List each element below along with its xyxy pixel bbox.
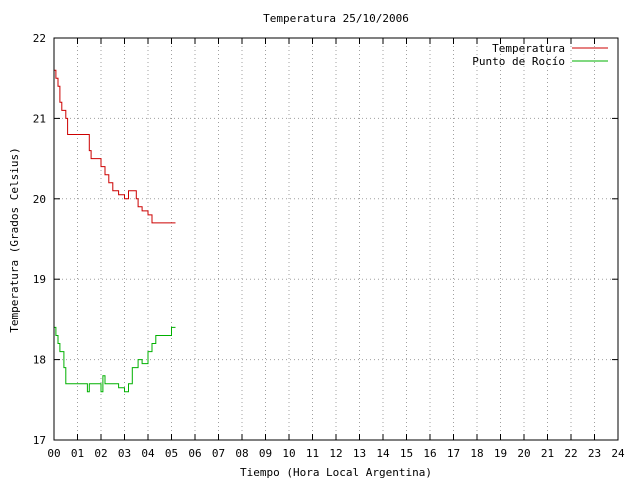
x-tick-label: 13 (353, 447, 366, 460)
x-tick-label: 03 (118, 447, 131, 460)
y-tick-label: 22 (33, 32, 46, 45)
x-axis-label: Tiempo (Hora Local Argentina) (240, 466, 432, 479)
y-axis-label: Temperatura (Grados Celsius) (8, 147, 21, 332)
legend-label: Temperatura (492, 42, 565, 55)
grid-layer (54, 38, 618, 440)
x-tick-label: 18 (470, 447, 483, 460)
x-tick-label: 19 (494, 447, 507, 460)
ticks-layer: 00 01 02 03 04 05 06 07 08 09 10 11 12 13 14 15 16 17 18 19… (33, 32, 625, 460)
x-tick-label: 16 (423, 447, 436, 460)
y-tick-label: 21 (33, 112, 46, 125)
x-tick-label: 01 (71, 447, 84, 460)
x-tick-label: 17 (447, 447, 460, 460)
x-tick-label: 24 (611, 447, 625, 460)
x-tick-label: 05 (165, 447, 178, 460)
legend-label: Punto de Rocío (472, 55, 565, 68)
x-tick-label: 15 (400, 447, 413, 460)
y-tick-label: 17 (33, 434, 46, 447)
x-tick-label: 07 (212, 447, 225, 460)
x-tick-label: 10 (282, 447, 295, 460)
chart-title: Temperatura 25/10/2006 (263, 12, 409, 25)
x-tick-label: 06 (188, 447, 201, 460)
x-tick-label: 04 (141, 447, 155, 460)
x-tick-label: 02 (94, 447, 107, 460)
x-tick-label: 12 (329, 447, 342, 460)
series-line-temperatura (54, 69, 176, 224)
x-tick-label: 14 (376, 447, 390, 460)
y-tick-label: 18 (33, 354, 46, 367)
y-tick-label: 20 (33, 193, 46, 206)
plot-frame (53, 37, 619, 441)
x-tick-label: 00 (47, 447, 60, 460)
x-tick-label: 22 (564, 447, 577, 460)
x-tick-label: 23 (588, 447, 601, 460)
series-layer (54, 69, 176, 393)
x-tick-label: 08 (235, 447, 248, 460)
x-tick-label: 11 (306, 447, 319, 460)
x-tick-label: 21 (541, 447, 554, 460)
x-tick-label: 09 (259, 447, 272, 460)
series-line-punto-de-rocio (54, 326, 176, 393)
y-tick-label: 19 (33, 273, 46, 286)
x-tick-label: 20 (517, 447, 530, 460)
